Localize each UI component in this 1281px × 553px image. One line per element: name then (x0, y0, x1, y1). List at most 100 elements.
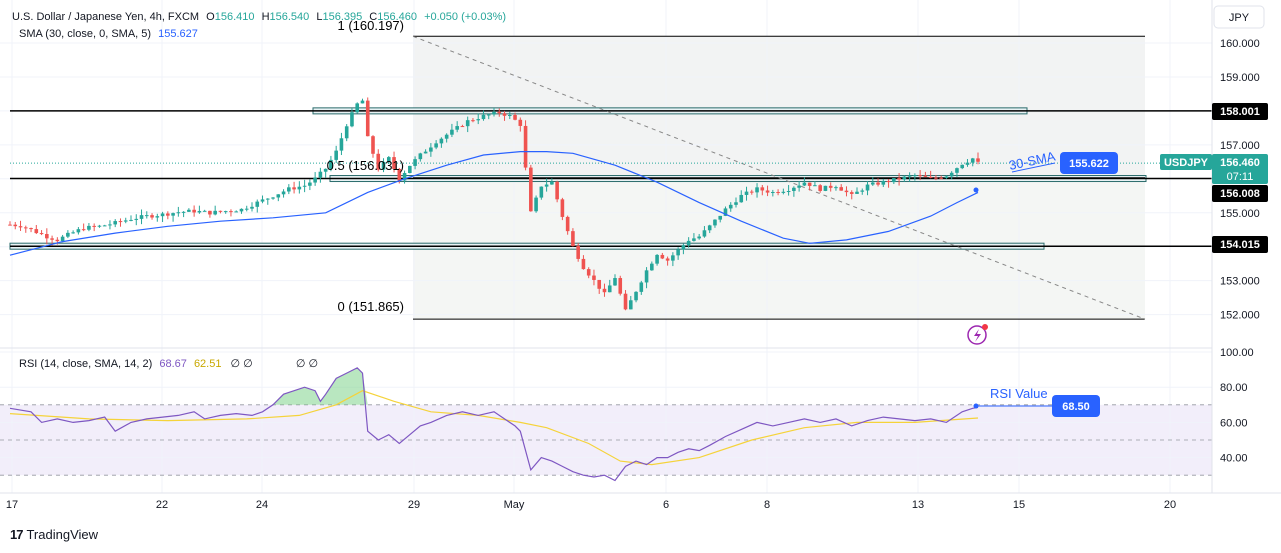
candle (918, 170, 922, 181)
candle (187, 208, 191, 213)
rsi-line[interactable] (9, 367, 979, 482)
candle (102, 224, 107, 227)
candle (329, 155, 333, 172)
candle (639, 280, 644, 295)
last-price-tag[interactable] (1212, 154, 1268, 184)
symbol-tag[interactable] (1160, 154, 1212, 170)
candle (386, 155, 391, 164)
candle (371, 135, 375, 158)
sma-annotation-tag[interactable] (1060, 152, 1118, 174)
rsi-annotation-tag[interactable] (1052, 395, 1100, 417)
candle (565, 215, 570, 235)
candle (976, 152, 980, 165)
candle (13, 221, 18, 230)
candle (618, 275, 623, 296)
rsi-ma-line[interactable] (9, 390, 979, 466)
candle (765, 185, 770, 197)
rsi-axis-ticks: 40.00 60.00 80.00 100.00 (1220, 347, 1254, 465)
candle (681, 243, 686, 255)
candle (376, 149, 381, 172)
candle (350, 108, 354, 128)
candle (365, 97, 370, 137)
level-tag-154[interactable] (1212, 236, 1268, 253)
tradingview-logo-icon: 17 (10, 527, 24, 542)
sma-line[interactable] (9, 151, 979, 256)
candle (18, 220, 23, 231)
candle (792, 186, 796, 197)
candle (344, 124, 349, 142)
fib-label-1: 1 (160.197) (338, 18, 405, 33)
candle (660, 252, 665, 260)
candle (513, 112, 517, 121)
candle (123, 217, 128, 224)
candle (876, 178, 880, 187)
candle (276, 194, 281, 202)
candle (523, 120, 528, 171)
time-axis-ticks[interactable]: 17 22 24 29 May 6 8 13 15 20 (6, 499, 1176, 511)
candle (81, 223, 86, 232)
candle (150, 213, 154, 220)
legend-sma[interactable]: SMA (30, close, 0, SMA, 5) 155.627 (19, 28, 198, 40)
candle (944, 175, 949, 179)
currency-button-label[interactable]: JPY (1229, 12, 1250, 24)
candle (650, 261, 654, 271)
candle (671, 252, 675, 267)
sma-annotation-arrow (1011, 162, 1056, 173)
candle (208, 210, 212, 218)
candle (160, 211, 165, 223)
candle (728, 202, 733, 212)
candle (676, 247, 680, 260)
candle (392, 151, 396, 173)
rsi-annotation-value: 68.50 (1062, 401, 1090, 413)
candle (734, 197, 738, 208)
candle (334, 145, 338, 163)
candle (597, 279, 602, 294)
candle (623, 290, 628, 311)
candle (234, 210, 239, 213)
candle (760, 184, 765, 196)
rsi-band (0, 404, 1212, 476)
candle (471, 118, 475, 123)
currency-button[interactable] (1213, 5, 1265, 29)
candle (550, 178, 554, 185)
level-tag-158-value: 158.001 (1220, 106, 1260, 118)
trend-line[interactable] (412, 35, 1146, 320)
candle (555, 180, 559, 203)
candle (807, 182, 812, 191)
candle (292, 181, 296, 194)
candle (886, 179, 891, 188)
candle (302, 179, 307, 193)
candle (355, 102, 360, 114)
candle (607, 279, 612, 293)
candle (771, 189, 775, 197)
candle (481, 110, 486, 121)
candle (92, 223, 96, 232)
rsi-annotation-label: RSI Value (990, 386, 1048, 401)
rsi-legend[interactable]: RSI (14, close, SMA, 14, 2) 68.67 62.51 … (19, 358, 318, 370)
candle (576, 243, 580, 262)
candle (418, 152, 423, 162)
candle (250, 202, 254, 212)
candle (560, 197, 565, 221)
candle (45, 228, 49, 245)
candle (644, 267, 649, 289)
candle (239, 208, 244, 214)
candle (181, 211, 186, 218)
tradingview-brand[interactable]: 17 TradingView (10, 527, 98, 542)
time-tick-label: 17 (6, 499, 18, 511)
time-tick-label: 22 (156, 499, 168, 511)
events-icon[interactable] (967, 325, 987, 345)
lightning-icon (974, 329, 981, 342)
candle (265, 198, 270, 205)
candle (492, 108, 496, 117)
legend-main: U.S. Dollar / Japanese Yen, 4h, FXCM O15… (12, 11, 506, 23)
level-tag-158[interactable] (1212, 103, 1268, 120)
level-tag-156[interactable] (1212, 185, 1268, 202)
candle (134, 214, 139, 226)
fib-label-0: 0 (151.865) (338, 299, 405, 314)
last-price-value: 156.460 (1220, 157, 1260, 169)
candle (818, 184, 822, 193)
symbol-tag-label: USDJPY (1164, 157, 1209, 169)
candle (828, 182, 833, 192)
